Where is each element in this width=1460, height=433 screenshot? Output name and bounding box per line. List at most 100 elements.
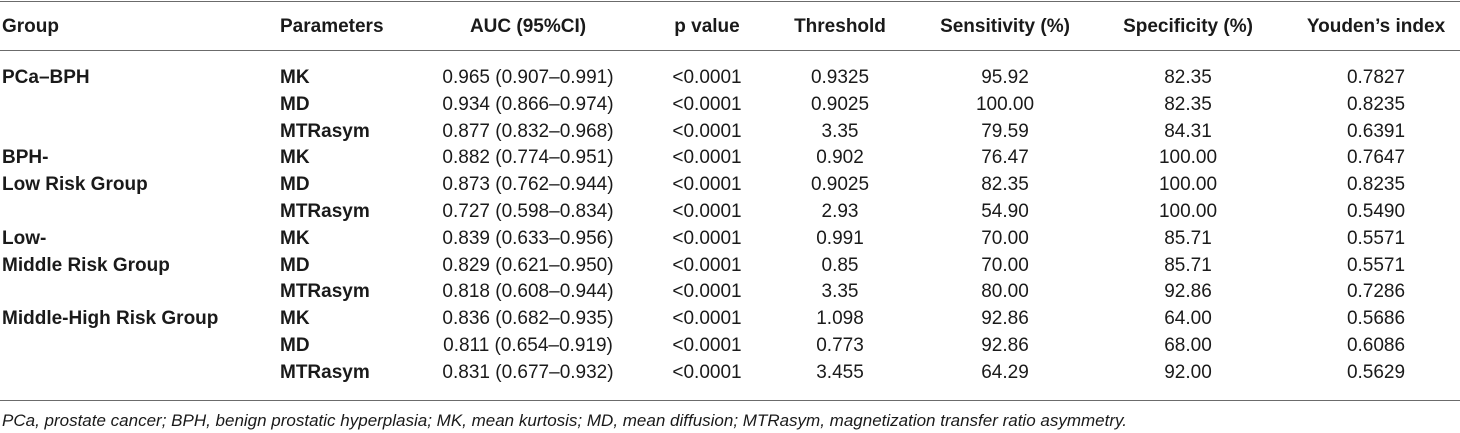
cell-auc: 0.811 (0.654–0.919) bbox=[443, 335, 613, 356]
table-row: MD 0.811 (0.654–0.919) <0.0001 0.773 92.86 68… bbox=[0, 332, 1460, 359]
cell-sensitivity: 95.92 bbox=[981, 67, 1029, 88]
table-row: Low- MK 0.839 (0.633–0.956) <0.0001 0.991 70.… bbox=[0, 225, 1460, 252]
table-row: MTRasym 0.831 (0.677–0.932) <0.0001 3.455 64… bbox=[0, 359, 1460, 386]
cell-youden: 0.7827 bbox=[1346, 67, 1406, 88]
cell-threshold: 3.455 bbox=[816, 361, 864, 383]
table-row: Low Risk Group MD 0.873 (0.762–0.944) <0.00… bbox=[0, 171, 1460, 198]
cell-specificity: 100.00 bbox=[1158, 201, 1218, 222]
cell-p-value: <0.0001 bbox=[672, 67, 742, 88]
cell-auc: 0.965 (0.907–0.991) bbox=[442, 67, 614, 88]
cell-youden: 0.5571 bbox=[1346, 227, 1406, 249]
cell-auc: 0.836 (0.682–0.935) bbox=[442, 308, 614, 330]
header-auc: AUC (95%CI) bbox=[469, 16, 587, 37]
cell-youden: 0.7647 bbox=[1346, 147, 1406, 169]
table-row: MTRasym 0.727 (0.598–0.834) <0.0001 2.93 54.… bbox=[0, 198, 1460, 225]
cell-sensitivity: 54.90 bbox=[981, 201, 1029, 222]
cell-parameter: MTRasym bbox=[280, 281, 370, 303]
cell-parameter: MTRasym bbox=[280, 120, 370, 142]
table-row: BPH- MK 0.882 (0.774–0.951) <0.0001 0.902 76.… bbox=[0, 144, 1460, 171]
cell-youden: 0.5490 bbox=[1346, 201, 1406, 222]
cell-group: Low Risk Group bbox=[2, 174, 148, 196]
cell-parameter: MTRasym bbox=[280, 361, 370, 383]
cell-parameter: MTRasym bbox=[280, 201, 370, 222]
cell-threshold: 3.35 bbox=[821, 281, 859, 303]
cell-auc: 0.831 (0.677–0.932) bbox=[442, 361, 614, 383]
cell-auc: 0.839 (0.633–0.956) bbox=[442, 227, 614, 249]
cell-auc: 0.727 (0.598–0.834) bbox=[442, 201, 614, 222]
header-p-value: p value bbox=[674, 16, 740, 37]
cell-threshold: 0.9325 bbox=[810, 67, 870, 88]
cell-p-value: <0.0001 bbox=[672, 254, 742, 276]
cell-sensitivity: 100.00 bbox=[975, 93, 1035, 115]
cell-sensitivity: 82.35 bbox=[981, 174, 1029, 196]
table-row: MD 0.934 (0.866–0.974) <0.0001 0.9025 100.00… bbox=[0, 91, 1460, 118]
header-youden: Youden’s index bbox=[1306, 16, 1446, 37]
header-threshold: Threshold bbox=[794, 16, 886, 37]
cell-youden: 0.5571 bbox=[1346, 254, 1406, 276]
cell-parameter: MK bbox=[280, 227, 310, 249]
cell-sensitivity: 92.86 bbox=[981, 308, 1029, 330]
cell-specificity: 92.86 bbox=[1164, 281, 1212, 303]
cell-youden: 0.5686 bbox=[1346, 308, 1406, 330]
cell-parameter: MD bbox=[280, 254, 310, 276]
cell-youden: 0.5629 bbox=[1346, 361, 1406, 383]
cell-group: Low- bbox=[2, 227, 47, 249]
cell-p-value: <0.0001 bbox=[672, 308, 742, 330]
bottom-rule bbox=[0, 400, 1460, 401]
cell-group: Middle-High Risk Group bbox=[2, 308, 219, 330]
cell-threshold: 0.9025 bbox=[810, 174, 870, 196]
top-rule bbox=[0, 1, 1460, 2]
cell-parameter: MD bbox=[280, 174, 310, 196]
cell-group: PCa–BPH bbox=[2, 67, 90, 88]
cell-p-value: <0.0001 bbox=[672, 93, 742, 115]
table-footnote: PCa, prostate cancer; BPH, benign prosta… bbox=[2, 411, 1127, 430]
cell-specificity: 92.00 bbox=[1164, 361, 1212, 383]
table-row: Middle Risk Group MD 0.829 (0.621–0.950) <0… bbox=[0, 252, 1460, 279]
cell-threshold: 0.773 bbox=[816, 335, 864, 356]
table-row: PCa–BPH MK 0.965 (0.907–0.991) <0.0001 0.932… bbox=[0, 64, 1460, 91]
cell-specificity: 85.71 bbox=[1164, 254, 1212, 276]
cell-specificity: 85.71 bbox=[1164, 227, 1212, 249]
cell-group: BPH- bbox=[2, 147, 49, 169]
cell-auc: 0.877 (0.832–0.968) bbox=[442, 120, 614, 142]
cell-p-value: <0.0001 bbox=[672, 335, 742, 356]
cell-specificity: 82.35 bbox=[1164, 93, 1212, 115]
cell-auc: 0.882 (0.774–0.951) bbox=[442, 147, 614, 169]
header-specificity: Specificity (%) bbox=[1123, 16, 1253, 37]
header-sensitivity: Sensitivity (%) bbox=[940, 16, 1070, 37]
cell-sensitivity: 92.86 bbox=[981, 335, 1029, 356]
cell-parameter: MK bbox=[280, 147, 310, 169]
cell-parameter: MD bbox=[280, 335, 310, 356]
table-row: MTRasym 0.877 (0.832–0.968) <0.0001 3.35 79.… bbox=[0, 118, 1460, 145]
cell-p-value: <0.0001 bbox=[672, 281, 742, 303]
cell-specificity: 84.31 bbox=[1164, 120, 1212, 142]
cell-auc: 0.818 (0.608–0.944) bbox=[442, 281, 614, 303]
cell-parameter: MD bbox=[280, 93, 310, 115]
cell-threshold: 0.902 bbox=[816, 147, 864, 169]
cell-p-value: <0.0001 bbox=[672, 361, 742, 383]
cell-sensitivity: 79.59 bbox=[981, 120, 1029, 142]
header-group: Group bbox=[2, 16, 59, 37]
header-rule bbox=[0, 50, 1460, 51]
header-parameters: Parameters bbox=[280, 16, 384, 37]
cell-auc: 0.934 (0.866–0.974) bbox=[442, 93, 614, 115]
table-row: Middle-High Risk Group MK 0.836 (0.682–0.9… bbox=[0, 305, 1460, 332]
cell-threshold: 3.35 bbox=[821, 120, 859, 142]
cell-sensitivity: 76.47 bbox=[981, 147, 1029, 169]
cell-youden: 0.7286 bbox=[1346, 281, 1406, 303]
table-header-row: Group Parameters AUC (95%CI) p value Thr… bbox=[0, 13, 1460, 40]
cell-threshold: 0.85 bbox=[821, 254, 859, 276]
cell-sensitivity: 70.00 bbox=[981, 254, 1029, 276]
cell-threshold: 0.9025 bbox=[810, 93, 870, 115]
cell-parameter: MK bbox=[280, 308, 310, 330]
cell-specificity: 68.00 bbox=[1164, 335, 1212, 356]
cell-specificity: 100.00 bbox=[1158, 147, 1218, 169]
cell-youden: 0.8235 bbox=[1346, 174, 1406, 196]
cell-sensitivity: 80.00 bbox=[981, 281, 1029, 303]
cell-auc: 0.829 (0.621–0.950) bbox=[442, 254, 614, 276]
cell-sensitivity: 64.29 bbox=[981, 361, 1029, 383]
cell-threshold: 0.991 bbox=[816, 227, 864, 249]
cell-specificity: 64.00 bbox=[1164, 308, 1212, 330]
cell-parameter: MK bbox=[280, 67, 310, 88]
